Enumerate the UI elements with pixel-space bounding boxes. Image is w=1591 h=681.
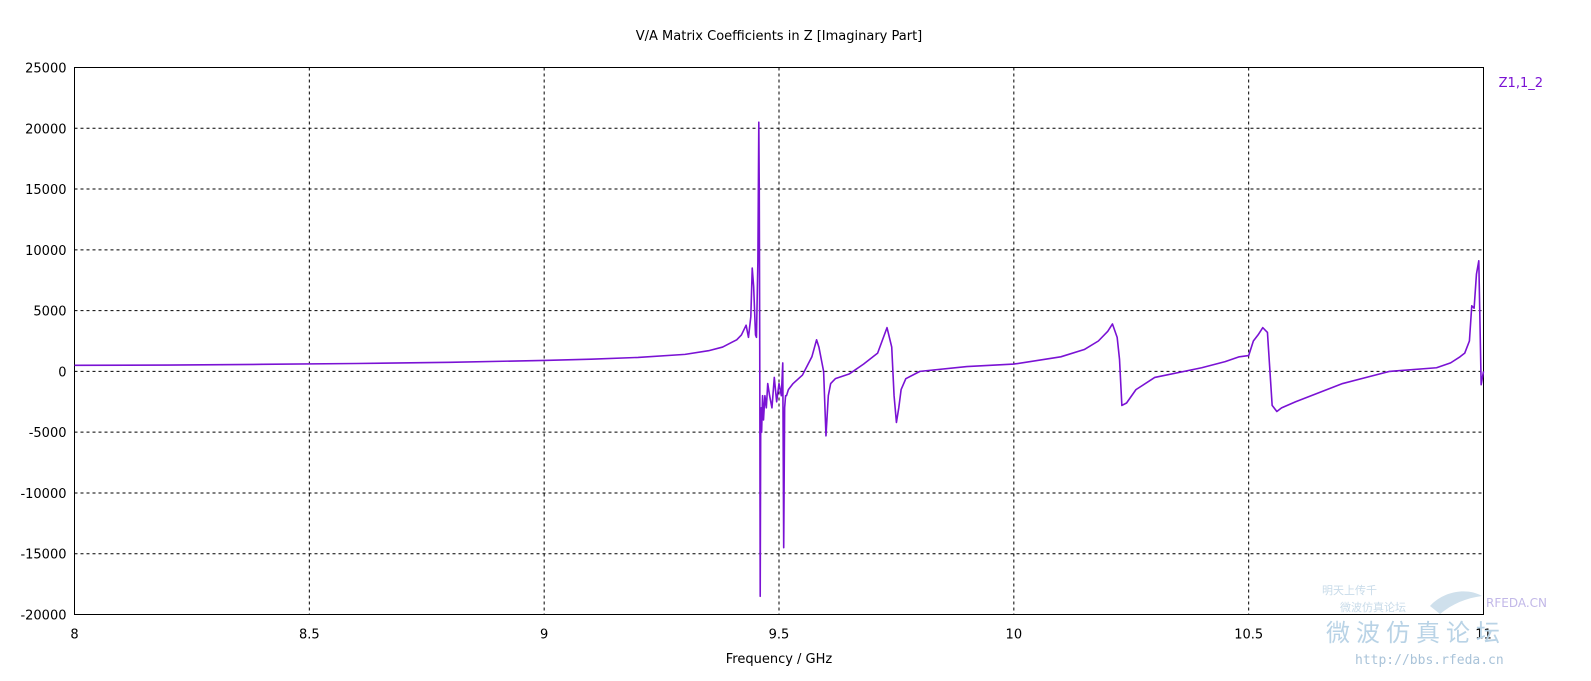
y-tick-label: 15000 (25, 183, 66, 198)
x-tick-label: 9.5 (769, 628, 790, 643)
y-tick-label: 10000 (25, 244, 66, 259)
x-tick-label: 9 (540, 628, 548, 643)
x-tick-label: 10.5 (1234, 628, 1263, 643)
tick-labels: 8 8.5 9 9.5 10 10.5 11 25000 20000 15000 10000 5000… (20, 62, 1491, 643)
watermark-slogan-top: 明天上传千 (1322, 584, 1377, 597)
watermark-site-cn: 微波仿真论坛 (1326, 619, 1506, 647)
y-tick-label: -15000 (20, 548, 66, 563)
x-tick-label: 11 (1475, 628, 1492, 643)
x-tick-label: 8 (70, 628, 78, 643)
x-tick-label: 8.5 (299, 628, 320, 643)
legend-entry-z112: Z1,1_2 (1499, 76, 1543, 91)
y-tick-label: -10000 (20, 487, 66, 502)
watermark: 明天上传千 微波仿真论坛 RFEDA.CN 微波仿真论坛 http://bbs.… (1322, 584, 1547, 668)
x-axis-title: Frequency / GHz (726, 652, 833, 667)
series-layer (74, 121, 1485, 598)
grid (74, 67, 1484, 615)
watermark-slogan-bottom: 微波仿真论坛 (1340, 600, 1406, 614)
chart-title: V/A Matrix Coefficients in Z [Imaginary … (636, 29, 923, 44)
y-tick-label: 20000 (25, 122, 66, 137)
wing-logo-icon (1430, 591, 1482, 614)
x-tick-label: 10 (1006, 628, 1023, 643)
y-tick-label: -20000 (20, 609, 66, 624)
watermark-url: http://bbs.rfeda.cn (1355, 653, 1504, 668)
y-tick-label: 0 (58, 365, 66, 380)
watermark-brand: RFEDA.CN (1486, 596, 1547, 610)
y-tick-label: 25000 (25, 62, 66, 77)
y-tick-label: -5000 (29, 426, 67, 441)
series-line-0 (74, 121, 1485, 598)
plot-area-frame (74, 67, 1484, 615)
y-tick-label: 5000 (33, 305, 66, 320)
